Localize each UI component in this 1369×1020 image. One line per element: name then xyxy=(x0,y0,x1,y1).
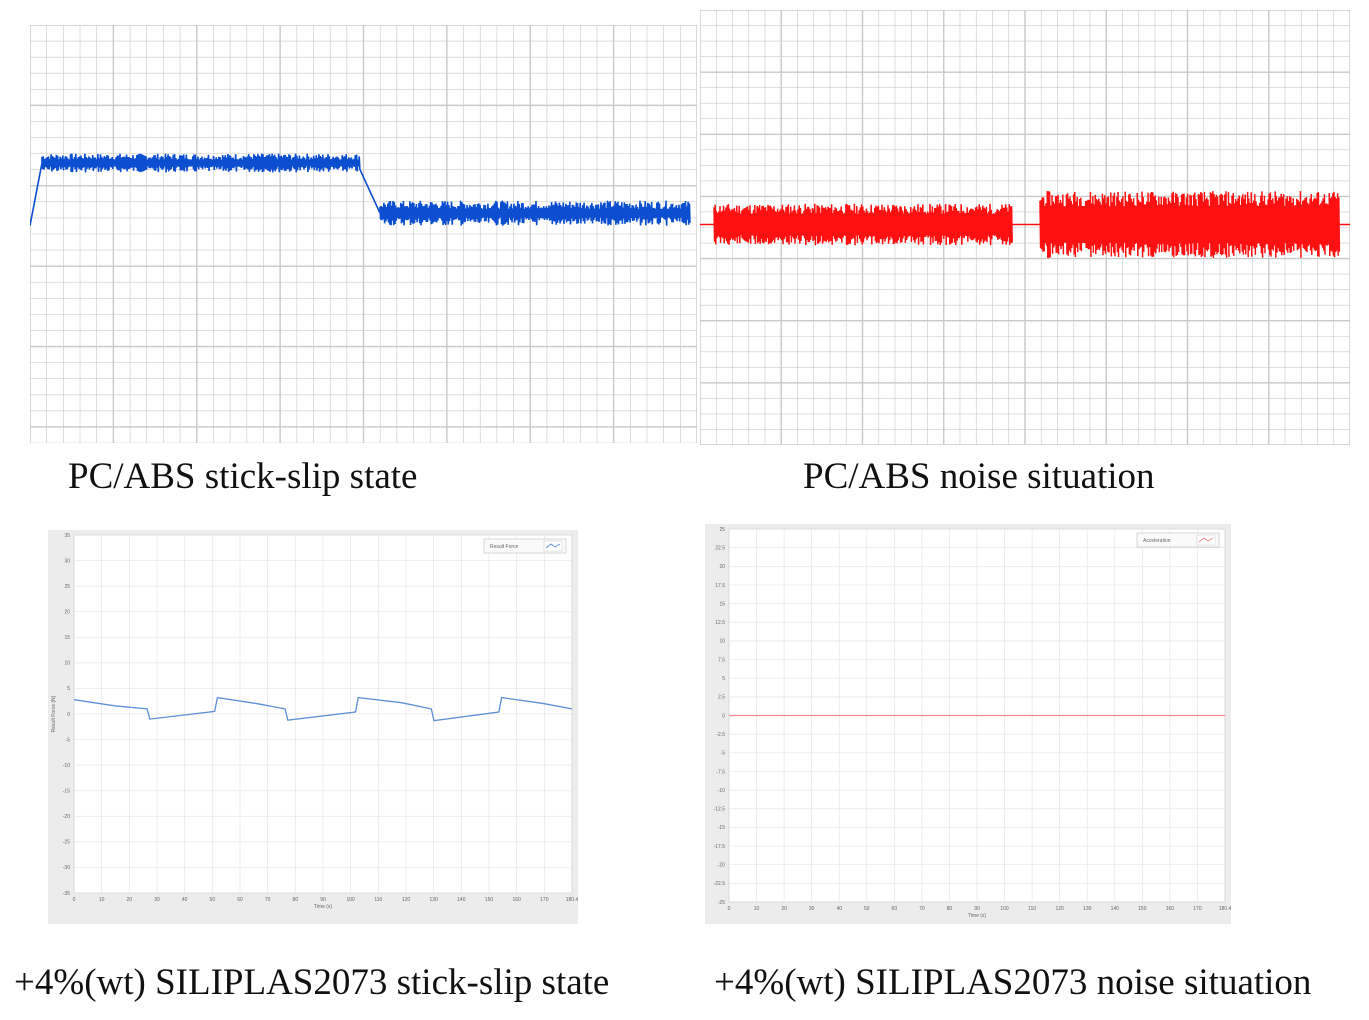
chart-siliplas-noise-svg: 0 10 20 30 40 50 60 70 80 90 100 110 120 130 140 150 160… xyxy=(714,527,1232,919)
x-tick-label: 0 xyxy=(728,906,731,912)
x-tick-label: 120 xyxy=(402,897,411,903)
y-tick-label: -7.5 xyxy=(716,769,725,775)
y-tick-label: -12.5 xyxy=(714,807,726,813)
y-tick-label: 25 xyxy=(64,584,70,590)
x-tick-label: 120 xyxy=(1055,906,1064,912)
legend-label: Acceleration xyxy=(1143,538,1171,544)
y-tick-label: -20 xyxy=(718,863,725,869)
x-tick-label: 40 xyxy=(182,897,188,903)
x-tick-label: 80 xyxy=(947,906,953,912)
chart-siliplas-stick-slip: 0 10 20 30 40 50 60 70 80 90 100 110 120 130 140 150 160… xyxy=(48,530,578,924)
x-tick-label: 30 xyxy=(809,906,815,912)
y-tick-label: 10 xyxy=(64,661,70,667)
y-tick-label: 30 xyxy=(64,558,70,564)
y-tick-label: -5 xyxy=(721,751,726,757)
y-tick-label: -35 xyxy=(63,891,70,897)
x-tick-label: 90 xyxy=(974,906,980,912)
x-tick-label: 140 xyxy=(457,897,466,903)
x-tick-label: 10 xyxy=(99,897,105,903)
x-tick-label: 170 xyxy=(540,897,549,903)
legend-swatch-line xyxy=(545,543,561,549)
x-tick-label: 40 xyxy=(836,906,842,912)
x-tick-label: 70 xyxy=(265,897,271,903)
x-tick-label: 160 xyxy=(512,897,521,903)
x-tick-label: 100 xyxy=(1000,906,1009,912)
y-tick-label: 7.5 xyxy=(718,657,725,663)
chart-pcabs-noise-svg xyxy=(699,9,1351,446)
chart-siliplas-noise: 0 10 20 30 40 50 60 70 80 90 100 110 120 130 140 150 160… xyxy=(705,524,1231,924)
x-tick-label: 110 xyxy=(1028,906,1036,912)
x-tick-label: 20 xyxy=(127,897,133,903)
y-tick-label: 20 xyxy=(719,564,725,570)
y-tick-label: -10 xyxy=(718,788,725,794)
y-tick-label: -20 xyxy=(63,814,70,820)
series-line-result-force xyxy=(73,696,573,722)
grid xyxy=(699,9,1351,446)
y-tick-label: 12.5 xyxy=(715,620,725,626)
y-tick-label: -5 xyxy=(66,737,71,743)
x-axis-label: Time (s) xyxy=(314,904,332,910)
y-tick-label: 20 xyxy=(64,610,70,616)
y-tick-label: 25 xyxy=(719,527,725,533)
caption-siliplas-stick-slip: +4%(wt) SILIPLAS2073 stick-slip state xyxy=(14,962,610,1003)
y-tick-label: 0 xyxy=(722,713,725,719)
x-tick-label: 170 xyxy=(1193,906,1202,912)
y-tick-label: -17.5 xyxy=(714,844,726,850)
series-line-pcabs-noise xyxy=(713,191,1341,258)
x-tick-label: 130 xyxy=(429,897,438,903)
legend-swatch-line xyxy=(1198,537,1214,543)
x-tick-label: 10 xyxy=(754,906,760,912)
legend-label: Result Force xyxy=(490,544,519,550)
caption-pcabs-stick-slip: PC/ABS stick-slip state xyxy=(68,456,418,497)
x-tick-label: 70 xyxy=(919,906,925,912)
chart-siliplas-stick-slip-svg: 0 10 20 30 40 50 60 70 80 90 100 110 120 130 140 150 160… xyxy=(51,533,578,910)
x-tick-label: 180.4 xyxy=(566,897,578,903)
y-tick-label: -22.5 xyxy=(714,881,726,887)
y-tick-label: -15 xyxy=(718,825,725,831)
x-tick-label: 50 xyxy=(210,897,216,903)
y-tick-label: -2.5 xyxy=(716,732,725,738)
x-tick-label: 150 xyxy=(1138,906,1147,912)
y-tick-label: -25 xyxy=(63,840,70,846)
x-tick-label: 60 xyxy=(892,906,898,912)
y-tick-label: 15 xyxy=(719,601,725,607)
chart-pcabs-stick-slip xyxy=(29,24,698,444)
x-tick-label: 50 xyxy=(864,906,870,912)
y-tick-label: -30 xyxy=(63,865,70,871)
grid xyxy=(29,24,698,444)
y-tick-label: 10 xyxy=(719,639,725,645)
y-tick-label: 2.5 xyxy=(718,695,725,701)
x-tick-label: 80 xyxy=(293,897,299,903)
x-tick-label: 90 xyxy=(320,897,326,903)
y-tick-label: 5 xyxy=(67,686,70,692)
x-tick-label: 100 xyxy=(346,897,355,903)
x-tick-label: 140 xyxy=(1111,906,1120,912)
series-line-pcabs-stick-slip xyxy=(29,153,691,226)
y-tick-label: 5 xyxy=(722,676,725,682)
y-tick-label: -10 xyxy=(63,763,70,769)
y-axis-label: Result Force (N) xyxy=(51,695,57,732)
x-tick-label: 160 xyxy=(1166,906,1175,912)
x-tick-label: 30 xyxy=(154,897,160,903)
y-tick-label: 35 xyxy=(64,533,70,539)
x-axis-label: Time (s) xyxy=(968,913,986,919)
x-tick-label: 180.4 xyxy=(1219,906,1231,912)
x-tick-label: 110 xyxy=(374,897,382,903)
y-tick-label: 22.5 xyxy=(715,545,725,551)
y-tick-label: -25 xyxy=(718,900,725,906)
x-tick-label: 130 xyxy=(1083,906,1092,912)
chart-pcabs-noise xyxy=(699,9,1351,446)
y-tick-label: 0 xyxy=(67,712,70,718)
x-tick-label: 0 xyxy=(73,897,76,903)
x-tick-label: 150 xyxy=(485,897,494,903)
x-tick-label: 20 xyxy=(781,906,787,912)
y-tick-label: 15 xyxy=(64,635,70,641)
chart-pcabs-stick-slip-svg xyxy=(29,24,698,444)
y-tick-label: 17.5 xyxy=(715,583,725,589)
y-tick-label: -15 xyxy=(63,789,70,795)
caption-pcabs-noise: PC/ABS noise situation xyxy=(803,456,1155,497)
x-tick-label: 60 xyxy=(237,897,243,903)
caption-siliplas-noise: +4%(wt) SILIPLAS2073 noise situation xyxy=(714,962,1312,1003)
